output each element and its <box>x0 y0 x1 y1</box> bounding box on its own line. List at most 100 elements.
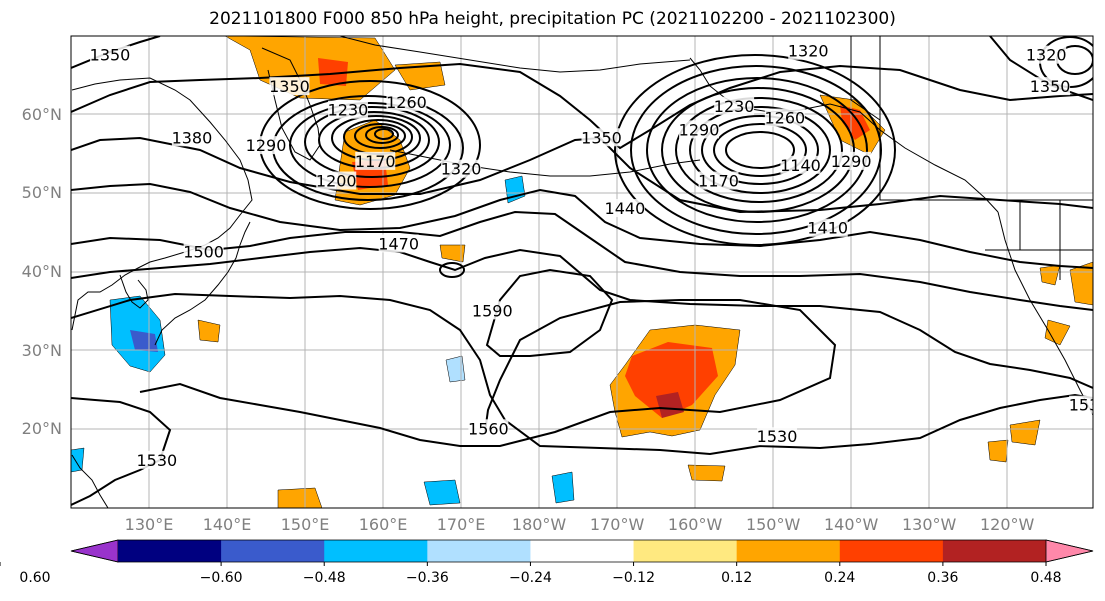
contour-label: 1350 <box>581 128 622 147</box>
contour-1470 <box>71 210 1093 311</box>
contour-label-bg <box>581 128 622 147</box>
precip-positive-area <box>277 487 323 508</box>
contour-label-bg <box>136 450 177 469</box>
contour-label-bg <box>1026 45 1067 64</box>
low-west-ring <box>354 123 406 149</box>
contour-label-bg <box>468 419 509 438</box>
lat-label: 50°N <box>21 183 62 203</box>
precip-positive-area <box>987 439 1009 463</box>
lon-label: 130°E <box>124 515 174 534</box>
lat-label: 20°N <box>21 419 62 439</box>
lon-label: 150°E <box>280 515 330 534</box>
colorbar-segment <box>221 540 325 562</box>
map-title: 2021101800 F000 850 hPa height, precipit… <box>209 9 896 29</box>
low-east-ring <box>661 87 855 213</box>
contour-label-bg <box>246 136 287 155</box>
contour-1560 <box>139 299 837 447</box>
colorbar-tick-label: 0.36 <box>927 570 959 586</box>
lon-label: 130°W <box>901 515 957 534</box>
precip-positive-area <box>224 36 396 101</box>
contour-label-bg <box>807 218 848 237</box>
lon-label: 120°W <box>979 515 1035 534</box>
precip-positive-area <box>1039 264 1061 286</box>
precip-positive-area <box>1009 419 1041 446</box>
contour-label: 1500 <box>183 242 224 261</box>
colorbar-tick-label: 0.24 <box>824 570 856 586</box>
precip-very-strong-area <box>656 392 684 418</box>
lon-label: 150°W <box>745 515 801 534</box>
colorbar-segment <box>427 540 531 562</box>
lon-label: 140°W <box>823 515 879 534</box>
colorbar-tick-label: 0.60 <box>19 570 51 586</box>
contour-label: 1260 <box>764 109 805 128</box>
precip-negative-area <box>551 471 575 504</box>
lat-label: 40°N <box>21 262 62 281</box>
contour-1320-ne <box>989 36 1093 101</box>
precip-negative-strong-area <box>130 330 158 352</box>
colorbar-segment <box>839 540 944 562</box>
contour-label: 1470 <box>378 234 419 253</box>
colorbar-segment <box>942 540 1047 562</box>
contour-label-bg <box>386 92 427 111</box>
contour-1530 <box>71 292 1093 456</box>
contour-label-bg <box>1069 395 1093 414</box>
contour-label: 1290 <box>679 120 720 139</box>
contour-label: 1290 <box>246 136 287 155</box>
colorbar-extend-low <box>70 539 119 563</box>
contour-label: 1170 <box>355 152 396 171</box>
colorbar-segment <box>324 540 428 562</box>
lon-label: 140°E <box>202 515 252 534</box>
coast-north-america-west <box>997 211 1093 416</box>
low-east-ring <box>675 97 843 203</box>
contour-label-bg <box>757 427 798 446</box>
lon-label: 160°E <box>358 515 408 534</box>
contour-label: 1260 <box>386 93 427 112</box>
low-west-ring <box>304 106 440 178</box>
contour-label-bg <box>316 171 357 190</box>
precipitation-shading <box>71 36 1093 508</box>
colorbar-tick-label: −0.60 <box>199 570 243 586</box>
graticule <box>71 36 1093 508</box>
low-east-ring <box>614 54 896 246</box>
contour-label-bg <box>714 96 755 115</box>
contour-label: 1530 <box>1069 396 1105 415</box>
low-east-ring <box>713 123 807 177</box>
contour-label: 1200 <box>316 172 357 191</box>
contour-label: 1290 <box>831 152 872 171</box>
contour-1500 <box>71 246 1093 389</box>
lat-label: 30°N <box>21 340 62 360</box>
colorbar-segment <box>736 540 841 562</box>
contour-label-bg <box>698 171 739 190</box>
coast-asia-east <box>71 77 253 331</box>
precip-positive-area <box>1044 319 1071 346</box>
map-frame <box>70 35 1094 509</box>
colorbar-tick-label: −0.48 <box>302 570 346 586</box>
contour-label: 1320 <box>441 160 482 179</box>
border-alaska-canada <box>850 36 881 121</box>
colorbar-extend-high <box>1045 539 1094 563</box>
contour-label-bg <box>171 128 212 147</box>
small-low <box>439 262 465 278</box>
contour-label-bg <box>441 159 482 178</box>
low-east-ring <box>701 115 819 185</box>
contour-label-bg <box>472 301 513 320</box>
precip-positive-area <box>439 244 466 263</box>
contour-label-bg <box>269 77 310 96</box>
colorbar-segment <box>633 540 738 562</box>
contour-label: 1350 <box>269 77 310 96</box>
colorbar-tick-label: −0.12 <box>612 570 655 586</box>
precip-strong-area <box>318 58 348 86</box>
contour-label: 1530 <box>136 451 177 470</box>
colorbar-segment <box>530 540 635 562</box>
coast-siberia-north <box>339 36 691 73</box>
precip-negative-area <box>445 355 466 383</box>
coast-alaska <box>689 57 999 213</box>
precip-positive-area <box>1069 261 1093 306</box>
contour-label-bg <box>183 242 224 261</box>
colorbar-tick-label: 0.12 <box>721 570 753 586</box>
contour-label-bg <box>378 234 419 253</box>
low-east-ring <box>689 106 831 194</box>
low-east-ring <box>725 131 795 169</box>
